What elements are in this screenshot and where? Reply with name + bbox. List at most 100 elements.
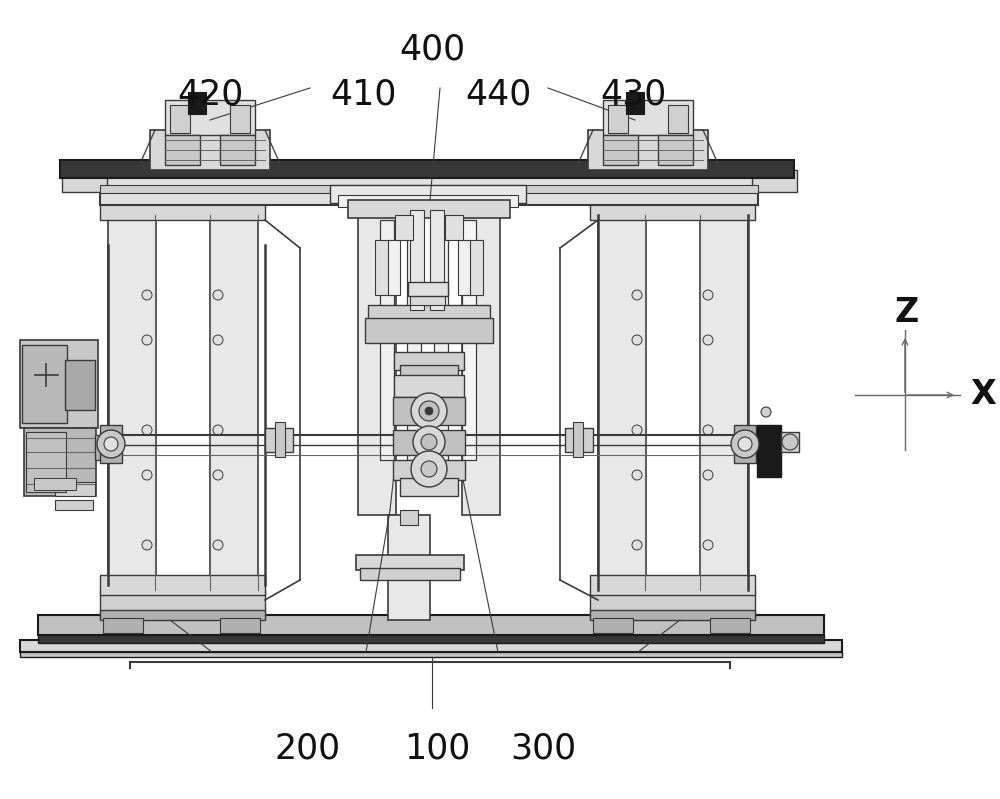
Bar: [393, 460, 465, 480]
Text: 430: 430: [600, 78, 666, 111]
Bar: [590, 590, 755, 618]
Circle shape: [142, 470, 152, 480]
Bar: [400, 478, 458, 496]
Bar: [170, 105, 190, 133]
Text: 420: 420: [177, 78, 243, 111]
Bar: [710, 618, 750, 633]
Circle shape: [213, 335, 223, 345]
Circle shape: [413, 426, 445, 458]
Bar: [100, 185, 758, 193]
Bar: [34, 478, 76, 490]
Bar: [410, 295, 445, 305]
Bar: [430, 210, 444, 310]
Bar: [393, 430, 465, 455]
Circle shape: [419, 401, 439, 421]
Bar: [603, 100, 693, 135]
Bar: [590, 200, 755, 220]
Bar: [400, 365, 458, 377]
Bar: [388, 515, 430, 620]
Bar: [220, 135, 255, 165]
Bar: [103, 618, 143, 633]
Circle shape: [738, 437, 752, 451]
Circle shape: [411, 393, 447, 429]
Text: 300: 300: [510, 732, 576, 765]
Text: 100: 100: [404, 732, 470, 765]
Bar: [468, 240, 483, 295]
Bar: [658, 135, 693, 165]
Bar: [108, 200, 156, 595]
Bar: [100, 590, 265, 618]
Text: X: X: [970, 379, 996, 411]
Bar: [356, 555, 464, 570]
Circle shape: [731, 430, 759, 458]
Bar: [458, 240, 470, 295]
Circle shape: [632, 425, 642, 435]
Bar: [573, 422, 583, 457]
Circle shape: [213, 425, 223, 435]
Bar: [626, 92, 644, 114]
Circle shape: [213, 540, 223, 550]
Circle shape: [703, 540, 713, 550]
Bar: [410, 210, 424, 310]
Bar: [65, 360, 95, 410]
Bar: [395, 215, 413, 240]
Text: 410: 410: [330, 78, 396, 111]
Bar: [603, 135, 638, 165]
Circle shape: [97, 430, 125, 458]
Bar: [565, 428, 593, 452]
Bar: [393, 397, 465, 425]
Circle shape: [761, 407, 771, 417]
Circle shape: [425, 407, 433, 415]
Circle shape: [632, 335, 642, 345]
Bar: [590, 575, 755, 595]
Bar: [55, 482, 95, 496]
Circle shape: [632, 540, 642, 550]
Bar: [400, 510, 418, 525]
Bar: [165, 135, 200, 165]
Bar: [330, 185, 526, 203]
Circle shape: [632, 290, 642, 300]
Bar: [358, 205, 396, 515]
Bar: [20, 340, 98, 428]
Bar: [26, 432, 66, 492]
Bar: [20, 640, 842, 652]
Bar: [188, 92, 206, 114]
Text: Z: Z: [895, 296, 919, 329]
Bar: [365, 318, 493, 343]
Bar: [38, 635, 824, 643]
Circle shape: [703, 335, 713, 345]
Bar: [230, 105, 250, 133]
Bar: [734, 425, 756, 463]
Bar: [380, 220, 394, 460]
Bar: [150, 130, 270, 170]
Text: 400: 400: [399, 33, 465, 66]
Bar: [445, 215, 463, 240]
Circle shape: [421, 461, 437, 477]
Bar: [165, 100, 255, 135]
Circle shape: [782, 434, 798, 450]
Circle shape: [213, 470, 223, 480]
Bar: [394, 375, 464, 397]
Bar: [598, 200, 646, 595]
Circle shape: [703, 425, 713, 435]
Bar: [375, 240, 390, 295]
Bar: [388, 240, 400, 295]
Circle shape: [703, 290, 713, 300]
Bar: [24, 428, 96, 496]
Bar: [265, 428, 293, 452]
Circle shape: [104, 437, 118, 451]
Text: 440: 440: [465, 78, 531, 111]
Circle shape: [142, 425, 152, 435]
Bar: [434, 220, 448, 460]
Bar: [668, 105, 688, 133]
Bar: [593, 618, 633, 633]
Bar: [394, 352, 464, 370]
Circle shape: [142, 335, 152, 345]
Bar: [462, 205, 500, 515]
Bar: [20, 652, 842, 657]
Text: 200: 200: [275, 732, 341, 765]
Circle shape: [411, 451, 447, 487]
Bar: [22, 345, 67, 423]
Bar: [95, 435, 111, 460]
Bar: [55, 500, 93, 510]
